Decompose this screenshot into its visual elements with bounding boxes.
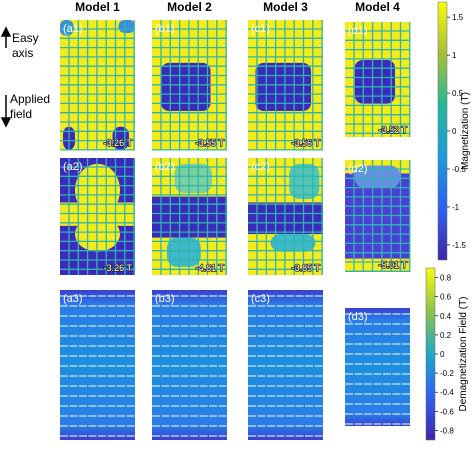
colorbar-tick-label: 1 bbox=[452, 51, 457, 60]
field-label: -3.56 T bbox=[292, 138, 321, 148]
colorbar-tick-label: -0.6 bbox=[440, 407, 454, 416]
colorbar bbox=[425, 267, 436, 441]
field-label: -3.26 T bbox=[104, 138, 133, 148]
colorbar-tick-label: 0.2 bbox=[440, 331, 452, 340]
field-label: -5.01 T bbox=[379, 260, 408, 270]
side-label: field bbox=[10, 107, 32, 121]
panel-label: (c2) bbox=[251, 161, 270, 173]
map-background bbox=[345, 308, 410, 426]
map-panel bbox=[152, 20, 227, 151]
panel-label: (a1) bbox=[63, 23, 83, 35]
side-label: axis bbox=[12, 46, 33, 60]
colorbar-label: Magnetization (T) bbox=[460, 92, 471, 170]
field-label: -3.52 T bbox=[379, 125, 408, 135]
field-label: -4.81 T bbox=[196, 263, 225, 273]
panel-label: (d2) bbox=[348, 163, 368, 175]
colorbar-tick-label: 0 bbox=[440, 350, 445, 359]
column-title: Model 1 bbox=[75, 0, 120, 14]
domain bbox=[354, 59, 396, 104]
domain bbox=[289, 163, 320, 199]
panel-label: (b3) bbox=[155, 293, 175, 305]
colorbar-tick-label: -0.4 bbox=[440, 388, 454, 397]
map-background bbox=[152, 290, 227, 440]
map-panel bbox=[345, 22, 411, 137]
domain bbox=[354, 165, 401, 188]
colorbar-tick-label: 1.5 bbox=[452, 13, 464, 22]
panel-label: (d3) bbox=[348, 311, 368, 323]
field-arrow bbox=[0, 95, 12, 128]
map-panel bbox=[345, 160, 411, 272]
map-panel bbox=[248, 158, 323, 275]
panel-label: (c3) bbox=[251, 293, 270, 305]
colorbar bbox=[437, 1, 448, 261]
map-panel bbox=[248, 290, 323, 440]
column-title: Model 2 bbox=[167, 0, 212, 14]
colorbar-tick-label: -1.5 bbox=[452, 241, 466, 250]
colorbar-tick-label: 0.8 bbox=[440, 274, 452, 283]
side-label: Easy bbox=[12, 31, 39, 45]
colorbar-tick-label: -0.2 bbox=[440, 369, 454, 378]
panel-label: (c1) bbox=[251, 23, 270, 35]
column-title: Model 4 bbox=[355, 0, 400, 14]
map-background bbox=[248, 290, 323, 440]
field-label: -3.85 T bbox=[292, 263, 321, 273]
map-panel bbox=[60, 20, 135, 151]
colorbar-label: Demagnetization Field (T) bbox=[458, 296, 469, 411]
domain bbox=[60, 20, 74, 36]
panel-label: (d1) bbox=[348, 25, 368, 37]
colorbar-tick-label: 0.6 bbox=[440, 293, 452, 302]
side-label: Applied bbox=[10, 92, 50, 106]
panel-label: (a2) bbox=[63, 161, 83, 173]
map-background bbox=[60, 290, 135, 440]
easy-axis-arrow bbox=[0, 26, 12, 48]
colorbar-tick-label: -0.5 bbox=[452, 165, 466, 174]
panel-label: (b2) bbox=[155, 161, 175, 173]
domain bbox=[270, 234, 316, 252]
field-label: -3.26 T bbox=[104, 263, 133, 273]
map-panel bbox=[152, 158, 227, 275]
colorbar-tick-label: 0.5 bbox=[452, 89, 464, 98]
map-panel bbox=[345, 308, 410, 426]
colorbar-tick-label: -0.8 bbox=[440, 426, 454, 435]
map-panel bbox=[248, 20, 323, 151]
panel-label: (a3) bbox=[63, 293, 83, 305]
map-panel bbox=[60, 290, 135, 440]
column-title: Model 3 bbox=[263, 0, 308, 14]
colorbar-tick-label: 0.4 bbox=[440, 312, 452, 321]
colorbar-tick-label: 0 bbox=[452, 127, 457, 136]
map-panel bbox=[60, 158, 135, 275]
map-panel bbox=[152, 290, 227, 440]
domain bbox=[118, 20, 135, 33]
panel-label: (b1) bbox=[155, 23, 175, 35]
colorbar-tick-label: -1 bbox=[452, 203, 460, 212]
field-label: -3.55 T bbox=[196, 138, 225, 148]
